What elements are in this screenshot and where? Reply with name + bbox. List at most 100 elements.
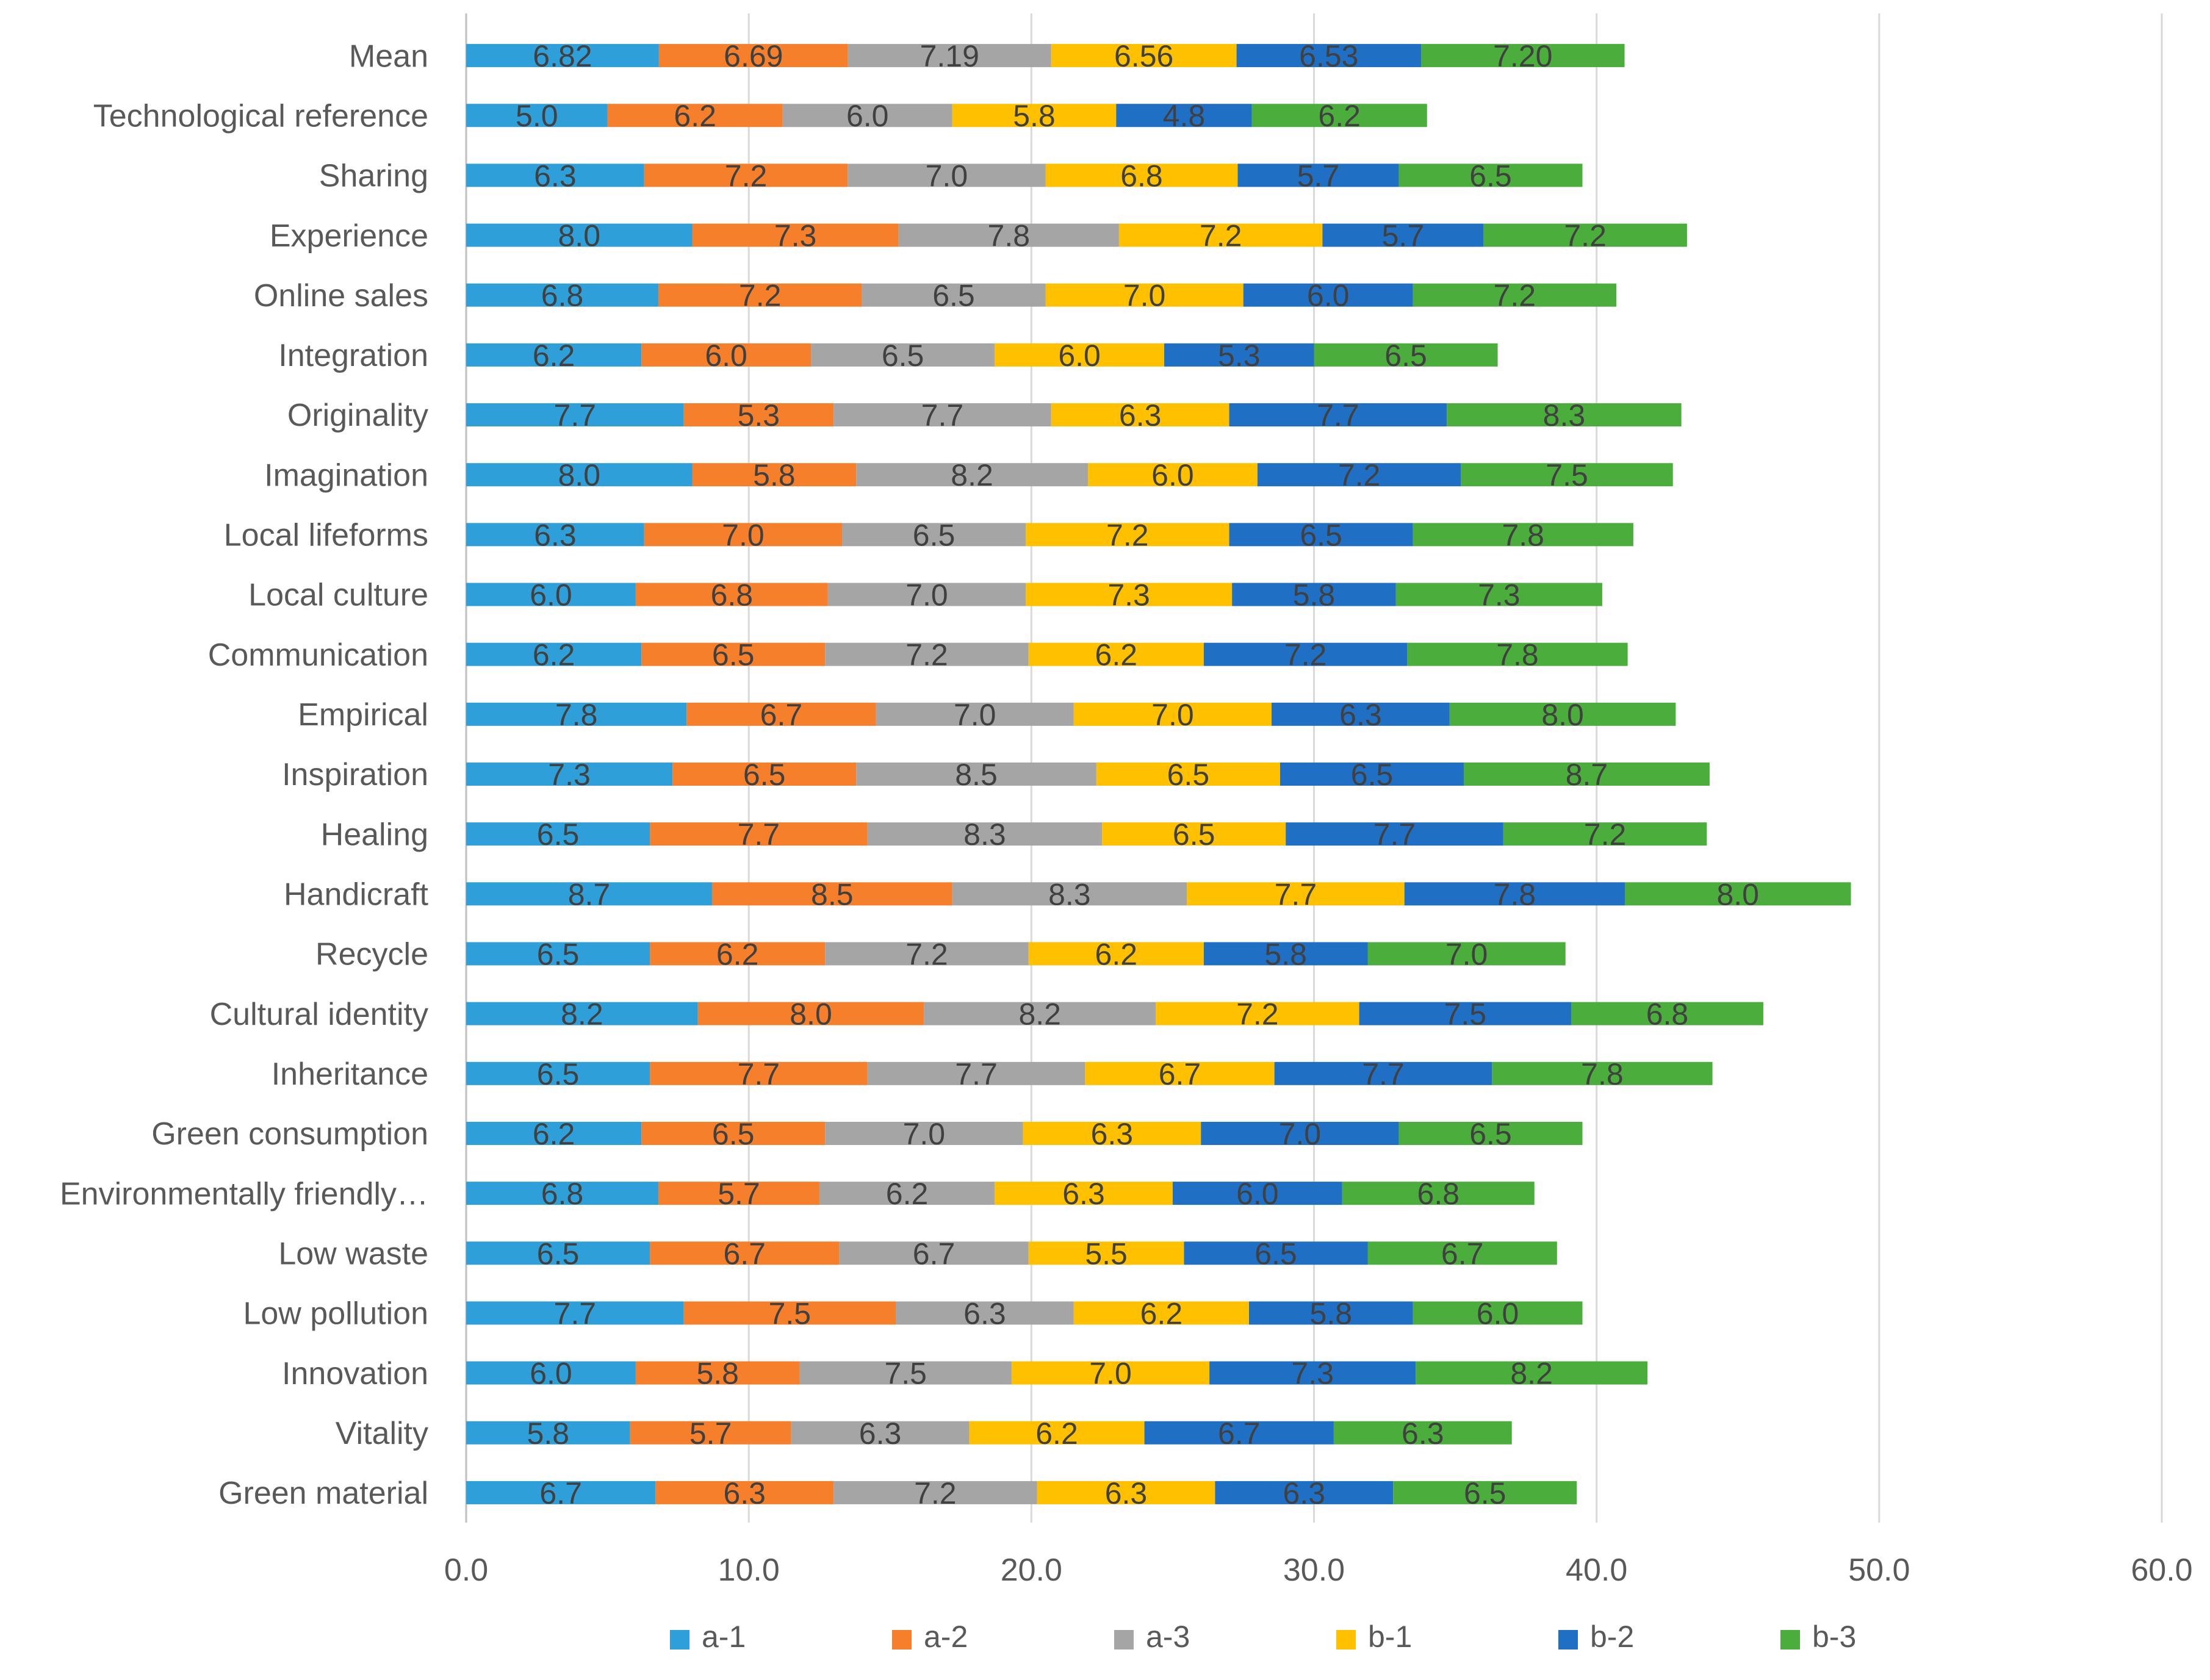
bar-segment-a-2: [635, 1361, 800, 1385]
bar-segment-a-3: [825, 642, 1029, 666]
data-label: 6.7: [723, 1237, 766, 1271]
bar-segment-b-3: [1447, 403, 1682, 427]
data-label: 6.8: [541, 279, 584, 313]
legend-item-a-3[interactable]: a-3: [1114, 1620, 1190, 1654]
bar-segment-b-1: [952, 104, 1117, 127]
data-label: 5.8: [753, 458, 796, 492]
bar-segment-b-3: [1492, 1061, 1713, 1085]
data-label: 6.5: [537, 1237, 580, 1271]
data-label: 6.2: [886, 1177, 929, 1211]
data-label: 6.53: [1299, 39, 1358, 73]
data-label: 7.5: [1444, 997, 1487, 1032]
data-label: 5.7: [1297, 159, 1340, 193]
bar-segment-a-3: [876, 702, 1074, 726]
bar-segment-a-2: [644, 163, 848, 187]
bar-segment-a-1: [466, 523, 644, 547]
data-label: 6.7: [1441, 1237, 1484, 1271]
data-label: 6.3: [1119, 398, 1162, 433]
data-label: 8.0: [1541, 698, 1584, 732]
data-label: 7.8: [988, 219, 1031, 253]
data-label: 7.3: [1107, 578, 1150, 612]
legend[interactable]: a-1 a-2 a-3 b-1 b-2 b-3: [670, 1620, 1856, 1654]
data-label: 8.0: [558, 219, 601, 253]
data-label: 5.8: [1013, 99, 1056, 133]
data-label: 7.7: [738, 1057, 780, 1091]
data-label: 6.5: [743, 758, 786, 792]
legend-item-a-2[interactable]: a-2: [892, 1620, 968, 1654]
category-label: Healing: [321, 817, 428, 852]
bar-segment-b-2: [1248, 1301, 1413, 1325]
bar-segment-b-2: [1215, 1481, 1394, 1504]
legend-swatch: [1114, 1630, 1134, 1649]
data-label: 7.3: [1291, 1357, 1334, 1391]
data-label: 7.0: [722, 518, 765, 552]
data-label: 6.3: [1402, 1416, 1444, 1451]
bar-segment-b-2: [1201, 1121, 1399, 1145]
data-label: 6.8: [1120, 159, 1163, 193]
data-label: 6.0: [1058, 339, 1101, 373]
legend-item-b-3[interactable]: b-3: [1780, 1620, 1856, 1654]
data-label: 8.0: [790, 997, 832, 1032]
data-label: 6.56: [1114, 39, 1173, 73]
data-label: 7.0: [1089, 1357, 1132, 1391]
bar-segment-a-3: [924, 1002, 1156, 1025]
data-label: 6.5: [1464, 1476, 1506, 1510]
bar-segment-a-1: [466, 163, 644, 187]
data-label: 6.8: [1646, 997, 1689, 1032]
data-label: 8.7: [1566, 758, 1608, 792]
data-label: 7.3: [548, 758, 591, 792]
bar-segment-a-1: [466, 463, 693, 487]
x-tick-label: 20.0: [1001, 1553, 1062, 1588]
data-label: 6.69: [724, 39, 783, 73]
data-label: 7.2: [1284, 638, 1327, 672]
bar-segment-b-2: [1272, 702, 1450, 726]
bar-segment-a-2: [683, 1301, 896, 1325]
data-label: 6.5: [1469, 1117, 1512, 1151]
bar-segment-a-3: [898, 223, 1119, 247]
data-label: 7.2: [1236, 997, 1279, 1032]
bar-segment-b-3: [1416, 1361, 1648, 1385]
legend-item-b-1[interactable]: b-1: [1336, 1620, 1412, 1654]
category-label: Experience: [270, 218, 428, 254]
data-label: 5.3: [738, 398, 780, 433]
bar-segment-b-1: [1037, 1481, 1215, 1504]
bar-segment-b-1: [1087, 463, 1258, 487]
bar-segment-b-1: [1045, 163, 1238, 187]
bar-segment-b-3: [1463, 763, 1710, 786]
category-label: Empirical: [298, 697, 428, 733]
bar-segment-a-3: [839, 1241, 1029, 1265]
data-label: 7.0: [905, 578, 948, 612]
data-label: 6.5: [1173, 817, 1215, 852]
bar-segment-a-1: [466, 822, 650, 846]
bar-segment-a-2: [692, 463, 857, 487]
data-label: 8.2: [951, 458, 993, 492]
data-label: 7.0: [926, 159, 968, 193]
bar-segment-a-3: [827, 583, 1026, 606]
value-axis: 0.0 10.0 20.0 30.0 40.0 50.0 60.0: [444, 1553, 2193, 1588]
bar-segment-a-1: [466, 882, 712, 906]
legend-item-b-2[interactable]: b-2: [1558, 1620, 1634, 1654]
legend-swatch: [1780, 1630, 1800, 1649]
bar-segment-b-2: [1322, 223, 1484, 247]
bar-segment-b-3: [1393, 1481, 1577, 1504]
data-label: 7.7: [955, 1057, 998, 1091]
category-label: Local lifeforms: [224, 518, 428, 553]
category-label: Integration: [278, 338, 428, 373]
data-label: 5.7: [1382, 219, 1425, 253]
bar-segment-b-2: [1286, 822, 1503, 846]
data-label: 6.5: [1254, 1237, 1297, 1271]
bar-segment-b-1: [1051, 403, 1229, 427]
data-label: 7.2: [1584, 817, 1627, 852]
category-axis: Mean Technological reference Sharing Experi…: [60, 38, 429, 1511]
data-label: 7.8: [1494, 877, 1536, 911]
data-label: 5.7: [689, 1416, 732, 1451]
bar-segment-b-1: [1028, 942, 1204, 966]
data-label: 7.7: [1362, 1057, 1405, 1091]
legend-item-a-1[interactable]: a-1: [670, 1620, 746, 1654]
category-label: Imagination: [264, 458, 428, 493]
data-label: 6.3: [1283, 1476, 1326, 1510]
bar-segment-a-2: [650, 1061, 868, 1085]
bar-segment-b-2: [1280, 763, 1464, 786]
bar-segment-b-1: [1073, 702, 1272, 726]
bar-segment-a-3: [842, 523, 1026, 547]
